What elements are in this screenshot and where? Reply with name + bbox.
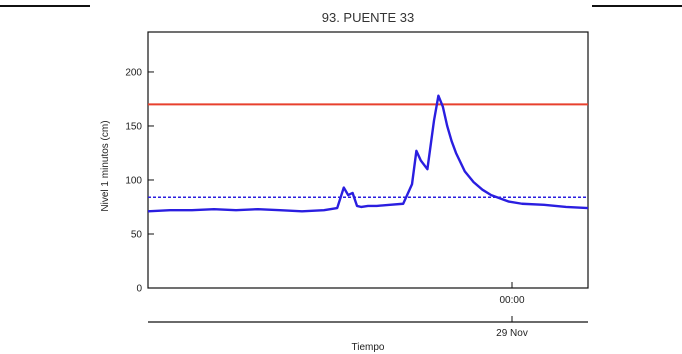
x-tick-time-label: 00:00 [499, 295, 524, 306]
threshold-lines [148, 103, 588, 199]
y-tick-label: 200 [125, 67, 142, 78]
series-group [147, 94, 589, 213]
y-tick-label: 0 [136, 284, 142, 295]
chart-title: 93. PUENTE 33 [322, 10, 415, 25]
y-tick-label: 100 [125, 175, 142, 186]
y-axis-label: Nivel 1 minutos (cm) [100, 120, 111, 211]
y-tick-label: 50 [131, 229, 143, 240]
y-tick-label: 150 [125, 121, 142, 132]
series-line [147, 94, 589, 213]
x-tick-date-label: 29 Nov [496, 328, 528, 339]
y-axis: 0 50 100 150 200 [125, 67, 154, 295]
plot-frame [147, 31, 589, 289]
x-axis-label: Tiempo [352, 342, 385, 353]
